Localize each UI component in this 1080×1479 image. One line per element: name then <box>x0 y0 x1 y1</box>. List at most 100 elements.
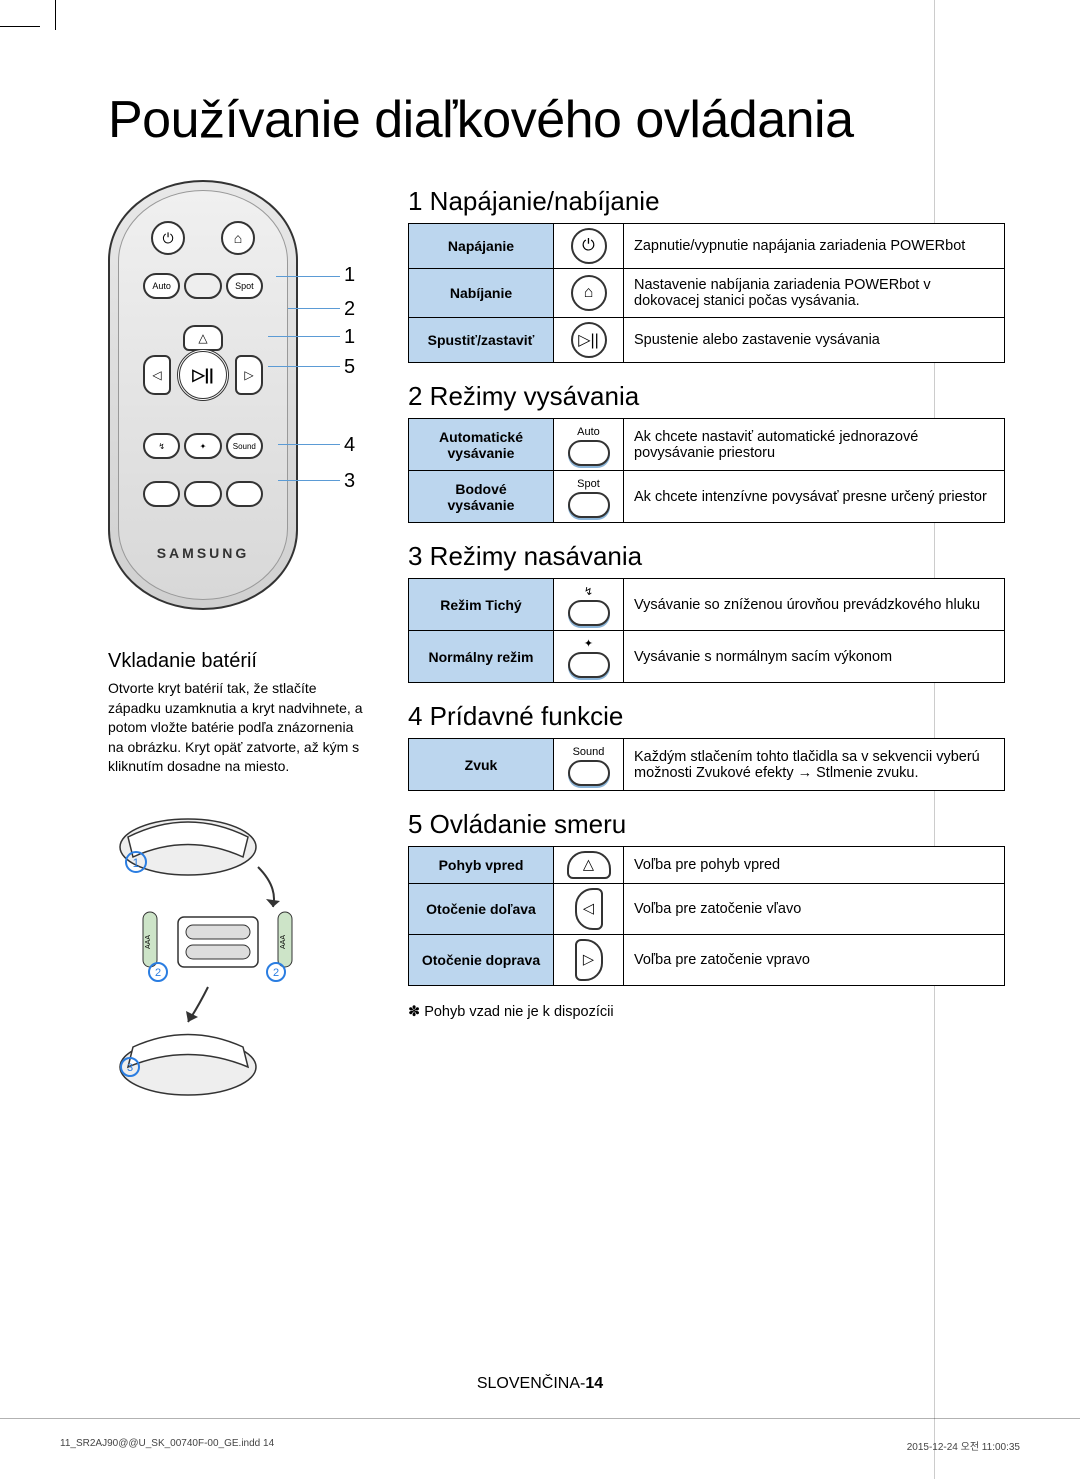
row-icon-cell: △ <box>554 847 624 884</box>
func-icon: ↯ <box>568 587 610 626</box>
row-icon-cell: ⏻ <box>554 224 624 269</box>
battery-heading: Vkladanie batérií <box>108 650 368 673</box>
row-desc: Spustenie alebo zastavenie vysávania <box>624 318 1005 363</box>
row-desc: Voľba pre zatočenie vľavo <box>624 884 1005 935</box>
row-label: Napájanie <box>409 224 554 269</box>
svg-text:AAA: AAA <box>280 935 287 949</box>
row-desc: Ak chcete intenzívne povysávať presne ur… <box>624 471 1005 523</box>
row-icon-cell: Auto <box>554 419 624 471</box>
spot-button <box>226 273 263 299</box>
svg-text:3: 3 <box>127 1062 133 1074</box>
table-row: Automatickévysávanie Auto Ak chcete nastav… <box>409 419 1005 471</box>
table-row: Režim Tichý ↯ Vysávanie so zníženou úrovňo… <box>409 579 1005 631</box>
row-label: Normálny režim <box>409 631 554 683</box>
function-table: Pohyb vpred△Voľba pre pohyb vpredOtočeni… <box>408 846 1005 986</box>
func-icon: ⌂ <box>571 275 607 311</box>
row-icon-cell: ✦ <box>554 631 624 683</box>
print-footer: 11_SR2AJ90@@U_SK_00740F-00_GE.indd 14 20… <box>60 1438 1020 1453</box>
svg-text:1: 1 <box>133 856 140 870</box>
battery-illustration: 1 AAA AAA <box>108 797 328 1117</box>
row-label: Pohyb vpred <box>409 847 554 884</box>
normal-mode-button: ✦ <box>184 433 221 459</box>
battery-text: Otvorte kryt batérií tak, že stlačíte zá… <box>108 679 368 777</box>
row-desc: Vysávanie s normálnym sacím výkonom <box>624 631 1005 683</box>
table-row: Pohyb vpred△Voľba pre pohyb vpred <box>409 847 1005 884</box>
bottom-rule <box>0 1418 1080 1419</box>
dpad-left-icon: ◁ <box>143 355 171 395</box>
dpad-up-icon: △ <box>183 325 223 351</box>
svg-text:2: 2 <box>155 967 161 979</box>
func-icon: ▷|| <box>571 322 607 358</box>
row-icon-cell: ◁ <box>554 884 624 935</box>
footer-page: 14 <box>585 1375 603 1392</box>
row-icon-cell: Sound <box>554 739 624 791</box>
function-table: Zvuk Sound Každým stlačením tohto tlačidla… <box>408 738 1005 791</box>
section-heading: 1 Napájanie/nabíjanie <box>408 186 1005 217</box>
row-desc: Nastavenie nabíjania zariadenia POWERbot… <box>624 269 1005 318</box>
play-pause-icon: ▷|| <box>177 349 229 401</box>
power-icon: ⏻ <box>151 221 185 255</box>
callout-2: 2 <box>344 298 355 321</box>
row-icon-cell: ▷ <box>554 935 624 986</box>
row-desc: Voľba pre zatočenie vpravo <box>624 935 1005 986</box>
dpad: △ ◁ ▷ ▷|| <box>143 325 263 415</box>
section-heading: 2 Režimy vysávania <box>408 381 1005 412</box>
section-heading: 3 Režimy nasávania <box>408 541 1005 572</box>
row-desc: Ak chcete nastaviť automatické jednorazo… <box>624 419 1005 471</box>
remote-illustration: ⏻ ⌂ △ ◁ ▷ ▷|| <box>108 180 308 620</box>
brand-label: SAMSUNG <box>119 545 287 561</box>
dpad-right-icon: ▷ <box>575 939 603 981</box>
print-right: 2015-12-24 오전 11:00:35 <box>907 1438 1020 1453</box>
dpad-right-icon: ▷ <box>235 355 263 395</box>
function-table: Automatickévysávanie Auto Ak chcete nastav… <box>408 418 1005 523</box>
table-row: Nabíjanie ⌂ Nastavenie nabíjania zariadeni… <box>409 269 1005 318</box>
row-label: Bodovévysávanie <box>409 471 554 523</box>
footer-lang: SLOVENČINA- <box>477 1375 585 1392</box>
function-table: Napájanie⏻Zapnutie/vypnutie napájania za… <box>408 223 1005 363</box>
row-label: Otočenie doprava <box>409 935 554 986</box>
func-icon: ✦ <box>568 639 610 678</box>
section-note: Pohyb vzad nie je k dispozícii <box>408 1004 1005 1020</box>
func-icon: ⏻ <box>571 228 607 264</box>
section-heading: 4 Prídavné funkcie <box>408 701 1005 732</box>
table-row: Otočenie doľava◁Voľba pre zatočenie vľav… <box>409 884 1005 935</box>
left-column: ⏻ ⌂ △ ◁ ▷ ▷|| <box>108 180 368 1117</box>
row-icon-cell: Spot <box>554 471 624 523</box>
row-label: Spustiť/zastaviť <box>409 318 554 363</box>
extra-button-2 <box>184 481 221 507</box>
blank-button <box>184 273 221 299</box>
row-label: Nabíjanie <box>409 269 554 318</box>
callout-6: 3 <box>344 470 355 493</box>
callout-3: 1 <box>344 326 355 349</box>
row-label: Automatickévysávanie <box>409 419 554 471</box>
row-icon-cell: ▷|| <box>554 318 624 363</box>
row-desc: Vysávanie so zníženou úrovňou prevádzkov… <box>624 579 1005 631</box>
table-row: BodovévysávanieSpotAk chcete intenzívne … <box>409 471 1005 523</box>
extra-button-3 <box>226 481 263 507</box>
quiet-mode-button: ↯ <box>143 433 180 459</box>
table-row: Normálny režim ✦ Vysávanie s normálnym sac… <box>409 631 1005 683</box>
callout-4: 5 <box>344 356 355 379</box>
extra-button-1 <box>143 481 180 507</box>
page-footer: SLOVENČINA-14 <box>0 1375 1080 1393</box>
row-icon-cell: ⌂ <box>554 269 624 318</box>
svg-text:2: 2 <box>273 967 279 979</box>
func-icon: Sound <box>568 747 610 786</box>
table-row: Zvuk Sound Každým stlačením tohto tlačidla… <box>409 739 1005 791</box>
auto-button <box>143 273 180 299</box>
func-icon: Auto <box>568 427 610 466</box>
table-row: Spustiť/zastaviť ▷|| Spustenie alebo zasta… <box>409 318 1005 363</box>
callout-1: 1 <box>344 264 355 287</box>
sound-button: Sound <box>226 433 263 459</box>
page-title: Používanie diaľkového ovládania <box>108 90 1005 150</box>
function-table: Režim Tichý ↯ Vysávanie so zníženou úrovňo… <box>408 578 1005 683</box>
row-label: Otočenie doľava <box>409 884 554 935</box>
callout-5: 4 <box>344 434 355 457</box>
table-row: Otočenie doprava ▷ Voľba pre zatočenie vpr… <box>409 935 1005 986</box>
row-label: Zvuk <box>409 739 554 791</box>
row-label: Režim Tichý <box>409 579 554 631</box>
home-icon: ⌂ <box>221 221 255 255</box>
table-row: Napájanie⏻Zapnutie/vypnutie napájania za… <box>409 224 1005 269</box>
row-desc: Každým stlačením tohto tlačidla sa v sek… <box>624 739 1005 791</box>
row-desc: Voľba pre pohyb vpred <box>624 847 1005 884</box>
